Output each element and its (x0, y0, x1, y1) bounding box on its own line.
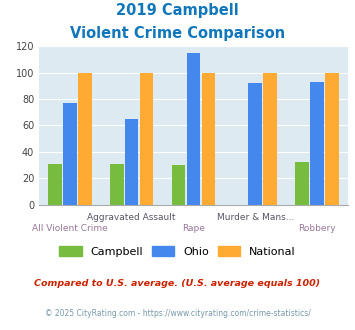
Bar (248, 83, 262, 205)
Bar (48, 164, 62, 205)
Bar (202, 73, 215, 205)
Text: All Violent Crime: All Violent Crime (32, 224, 108, 233)
Legend: Campbell, Ohio, National: Campbell, Ohio, National (55, 242, 300, 261)
Bar (110, 164, 124, 205)
Bar (295, 162, 309, 205)
Bar (325, 73, 339, 205)
Bar (125, 119, 138, 205)
Text: Aggravated Assault: Aggravated Assault (87, 213, 176, 222)
Text: Violent Crime Comparison: Violent Crime Comparison (70, 26, 285, 41)
Bar (310, 82, 324, 205)
Bar (63, 103, 77, 205)
Text: Rape: Rape (182, 224, 205, 233)
Text: Murder & Mans...: Murder & Mans... (217, 213, 294, 222)
Text: Robbery: Robbery (298, 224, 336, 233)
Bar (187, 53, 200, 205)
Text: Compared to U.S. average. (U.S. average equals 100): Compared to U.S. average. (U.S. average … (34, 279, 321, 288)
Text: © 2025 CityRating.com - https://www.cityrating.com/crime-statistics/: © 2025 CityRating.com - https://www.city… (45, 309, 310, 317)
Bar (140, 73, 153, 205)
Bar (78, 73, 92, 205)
Bar (172, 165, 185, 205)
Text: 2019 Campbell: 2019 Campbell (116, 3, 239, 18)
Bar (263, 73, 277, 205)
